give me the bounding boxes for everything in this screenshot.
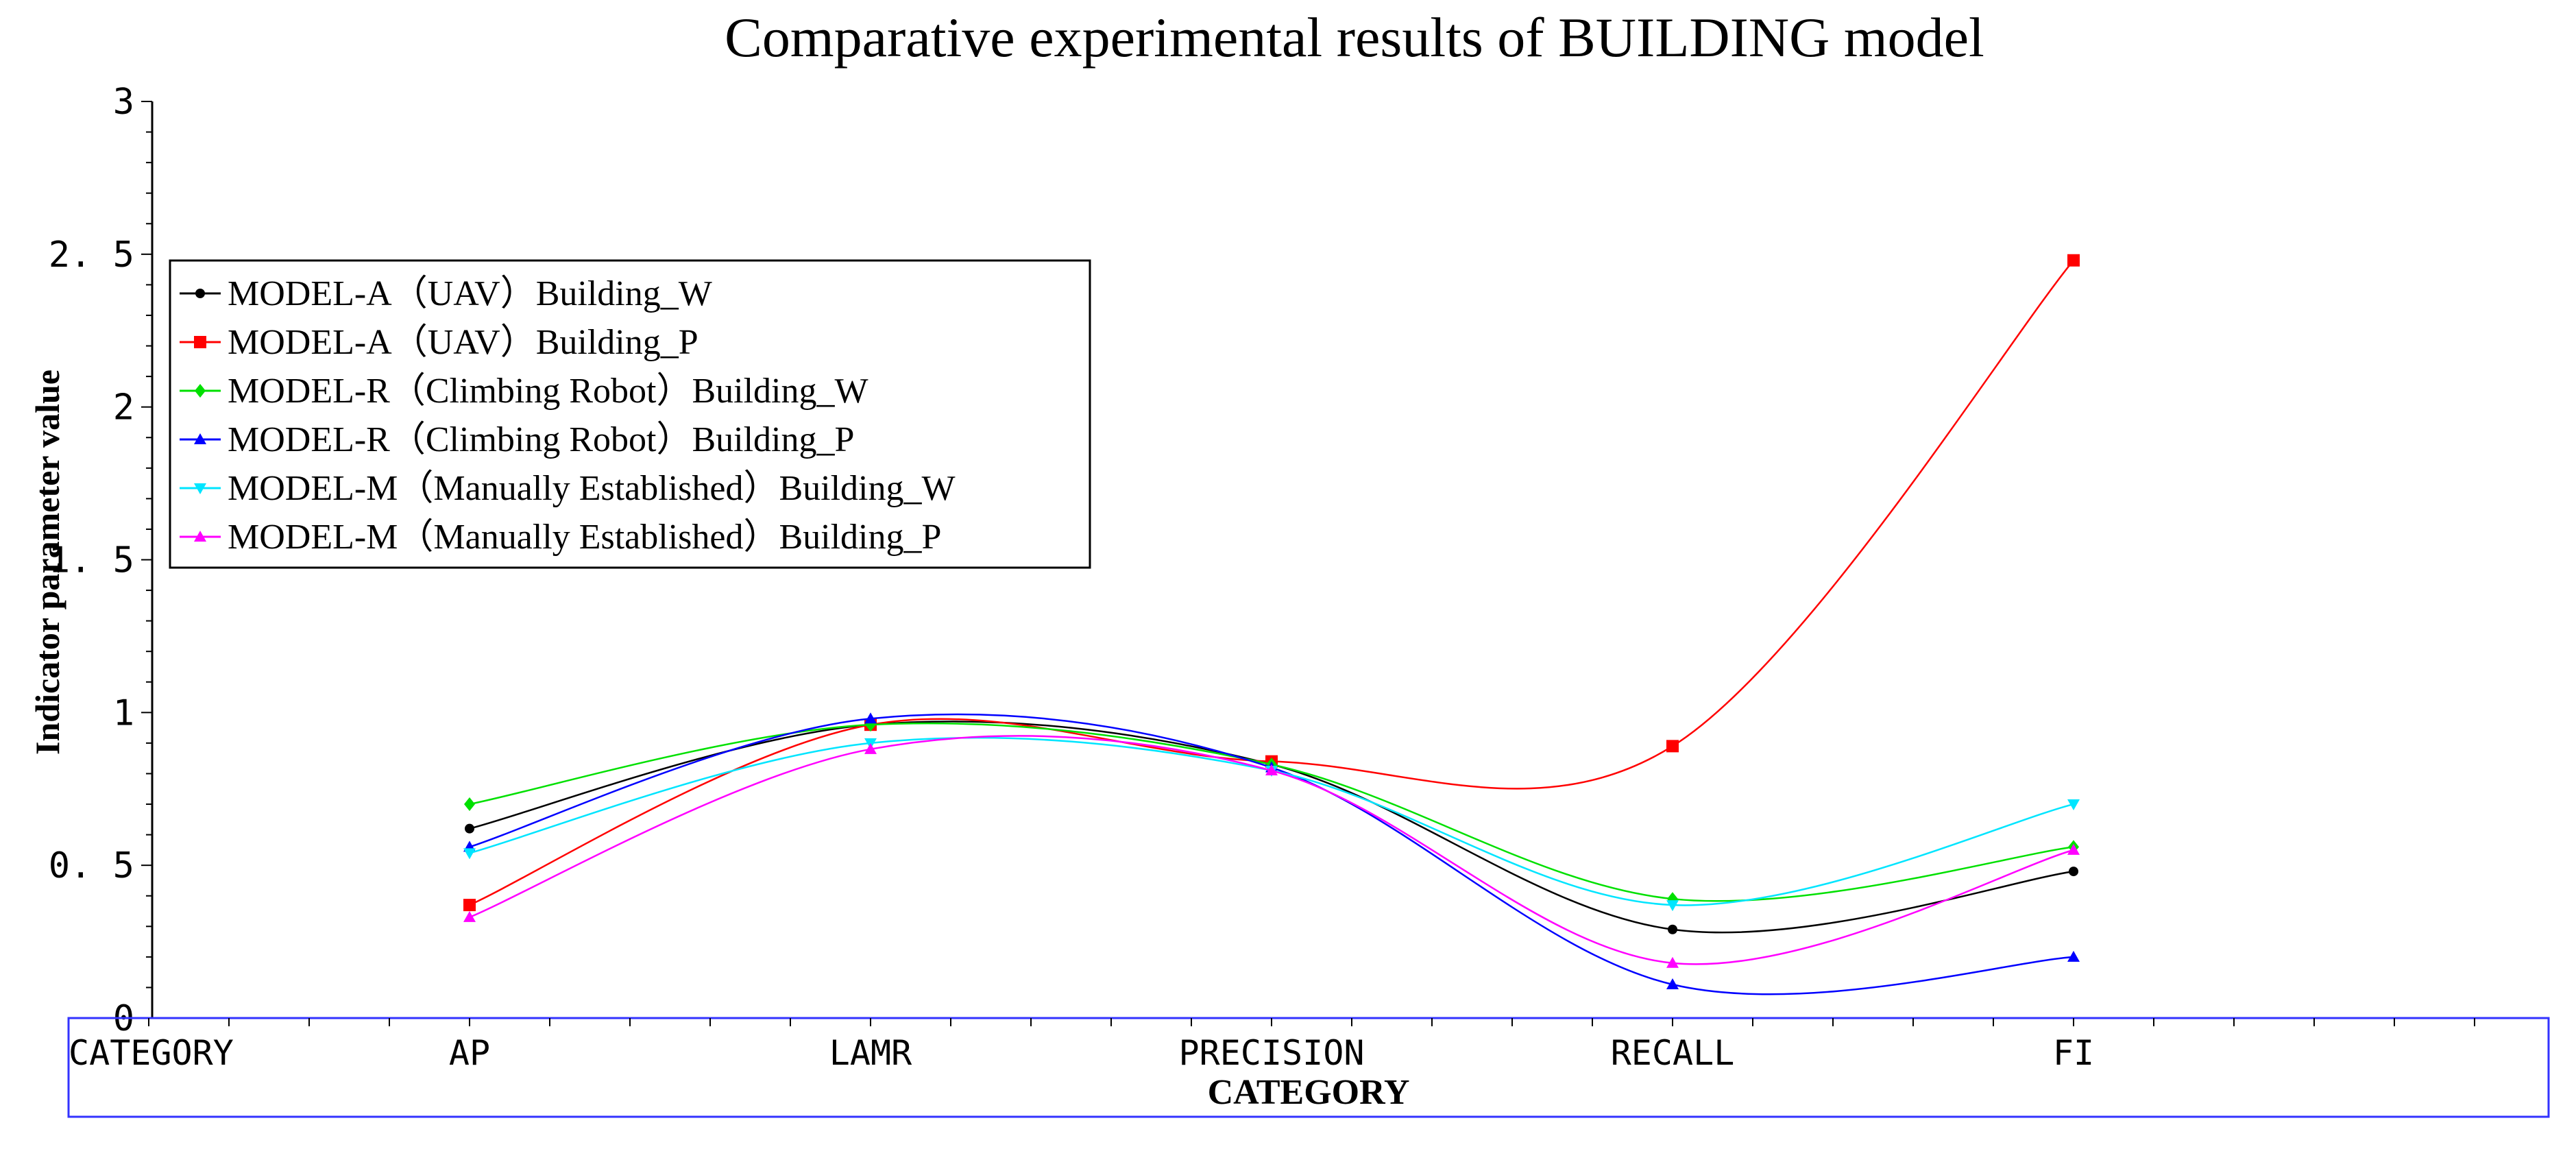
y-tick-marks: 00. 511. 522. 53 xyxy=(49,82,152,1039)
legend-item: MODEL-A（UAV）Building_P xyxy=(180,323,698,362)
data-point-marker xyxy=(463,910,476,922)
data-point-marker xyxy=(864,712,877,724)
series-4 xyxy=(463,712,2080,995)
legend-label: MODEL-R（Climbing Robot）Building_P xyxy=(228,420,854,459)
y-tick-label: 0. 5 xyxy=(49,845,134,886)
series-6 xyxy=(463,735,2080,968)
y-axis: 00. 511. 522. 53 xyxy=(49,82,154,1039)
y-tick-label: 2 xyxy=(113,387,134,428)
y-tick-label: 2. 5 xyxy=(49,234,134,276)
series-line xyxy=(469,722,2074,902)
series-line xyxy=(469,721,2074,934)
x-tick-label: AP xyxy=(449,1033,490,1073)
x-axis-frame xyxy=(67,1017,2550,1118)
data-point-marker xyxy=(2067,254,2080,267)
series-line xyxy=(469,259,2074,906)
legend-item: MODEL-R（Climbing Robot）Building_W xyxy=(180,372,868,411)
data-point-marker xyxy=(2069,867,2078,877)
data-point-marker xyxy=(1668,924,1677,934)
y-tick-label: 1. 5 xyxy=(49,540,134,581)
data-point-marker xyxy=(194,433,206,444)
y-tick-label: 3 xyxy=(113,82,134,123)
data-point-marker xyxy=(195,289,205,298)
data-point-marker xyxy=(864,742,877,754)
data-point-marker xyxy=(463,848,476,860)
legend-item: MODEL-M（Manually Established）Building_W xyxy=(180,469,956,508)
x-tick-label: CATEGORY xyxy=(69,1033,234,1073)
data-point-marker xyxy=(1666,956,1679,968)
x-tick-label: LAMR xyxy=(829,1033,912,1073)
y-tick-label: 1 xyxy=(113,692,134,734)
legend-box xyxy=(169,259,1091,569)
data-point-marker xyxy=(194,483,206,494)
data-point-marker xyxy=(194,531,206,542)
series-3 xyxy=(464,718,2079,906)
x-axis-label: CATEGORY xyxy=(1208,1073,1410,1112)
legend-label: MODEL-A（UAV）Building_W xyxy=(228,274,712,313)
series-1 xyxy=(465,720,2078,934)
legend-label: MODEL-A（UAV）Building_P xyxy=(228,323,698,362)
x-axis-box: CATEGORY AP LAMR PRECISION RECALL FI CATEGORY xyxy=(67,1017,2550,1118)
legend-item: MODEL-R（Climbing Robot）Building_P xyxy=(180,420,854,459)
data-point-marker xyxy=(1666,978,1679,989)
legend-item: MODEL-A（UAV）Building_W xyxy=(180,274,712,313)
data-point-marker xyxy=(1666,900,1679,912)
legend-items: MODEL-A（UAV）Building_W MODEL-A（UAV）Buildi… xyxy=(180,274,956,557)
data-point-marker xyxy=(465,823,474,834)
chart-title: Comparative experimental results of BUIL… xyxy=(725,6,1984,69)
y-axis-label: Indicator parameter value xyxy=(28,370,66,755)
data-point-marker xyxy=(1666,740,1679,753)
data-point-marker xyxy=(2067,799,2080,811)
legend-item: MODEL-M（Manually Established）Building_P xyxy=(180,518,941,557)
data-point-marker xyxy=(1265,764,1278,776)
legend-label: MODEL-R（Climbing Robot）Building_W xyxy=(228,372,868,411)
data-point-marker xyxy=(2067,843,2080,855)
x-minor-ticks: CATEGORY AP LAMR PRECISION RECALL FI xyxy=(69,1018,2475,1073)
data-point-marker xyxy=(464,797,475,812)
x-tick-label: FI xyxy=(2053,1033,2094,1073)
series-lines xyxy=(463,254,2080,995)
data-point-marker xyxy=(2067,950,2080,962)
legend-label: MODEL-M（Manually Established）Building_P xyxy=(228,518,941,557)
x-tick-label: PRECISION xyxy=(1179,1033,1365,1073)
legend: MODEL-A（UAV）Building_W MODEL-A（UAV）Buildi… xyxy=(169,259,1091,569)
legend-label: MODEL-M（Manually Established）Building_W xyxy=(228,469,956,508)
x-tick-label: RECALL xyxy=(1611,1033,1735,1073)
data-point-marker xyxy=(463,899,476,912)
data-point-marker xyxy=(194,336,206,348)
data-point-marker xyxy=(195,384,206,398)
